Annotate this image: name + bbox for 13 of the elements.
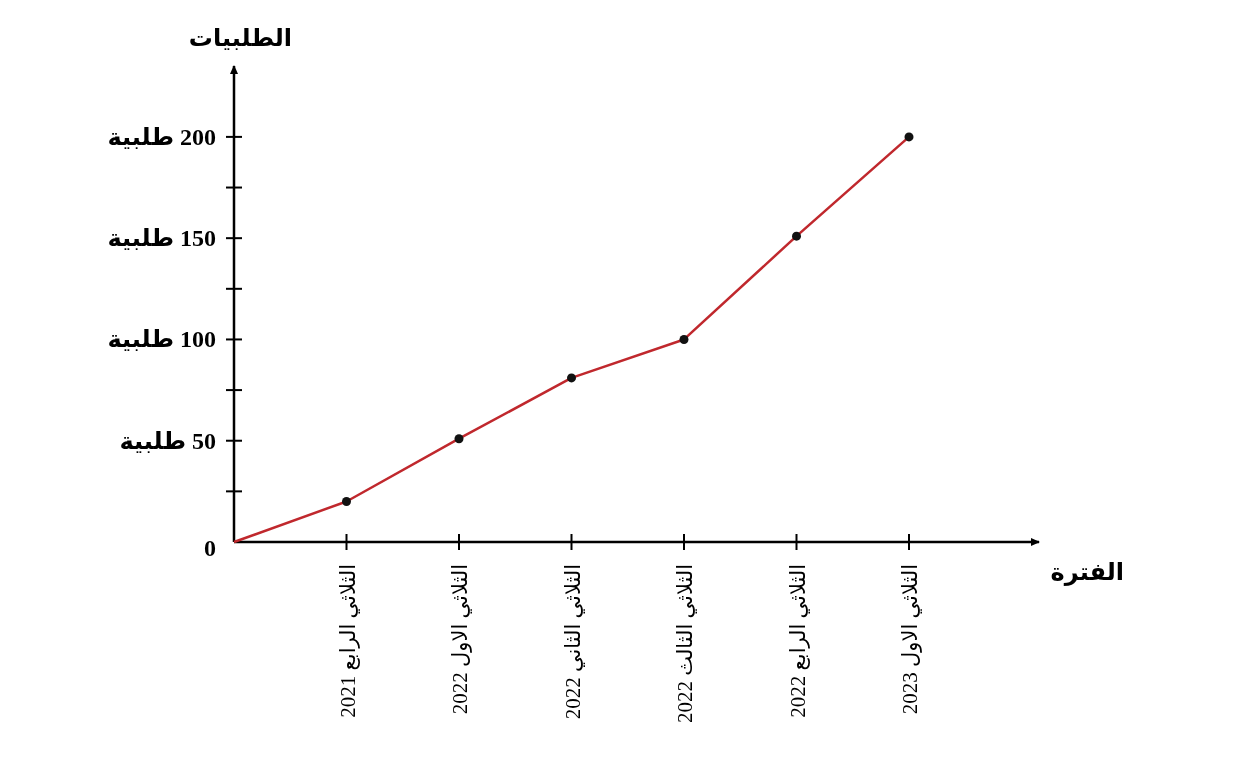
y-tick-label: 100 طلبية (107, 326, 216, 353)
x-tick-label: الثلاثي الثاني 2022 (560, 564, 585, 720)
y-tick-label: 50 طلبية (119, 427, 216, 454)
x-axis-title: الفترة (1050, 559, 1124, 586)
x-tick-label: الثلاثي الثالث 2022 (673, 564, 697, 723)
x-tick-label: الثلاثي الرابع 2021 (335, 564, 360, 718)
x-tick-label: الثلاثي الاول 2023 (898, 564, 922, 715)
y-tick-label: 200 طلبية (107, 123, 216, 150)
x-tick-label: الثلاثي الرابع 2022 (785, 564, 810, 718)
y-tick-label: 150 طلبية (107, 225, 216, 252)
x-tick-label: الثلاثي الاول 2022 (448, 564, 472, 715)
y-axis-title: الطلبيات (188, 25, 292, 51)
y-tick-label: 0 (204, 535, 216, 561)
